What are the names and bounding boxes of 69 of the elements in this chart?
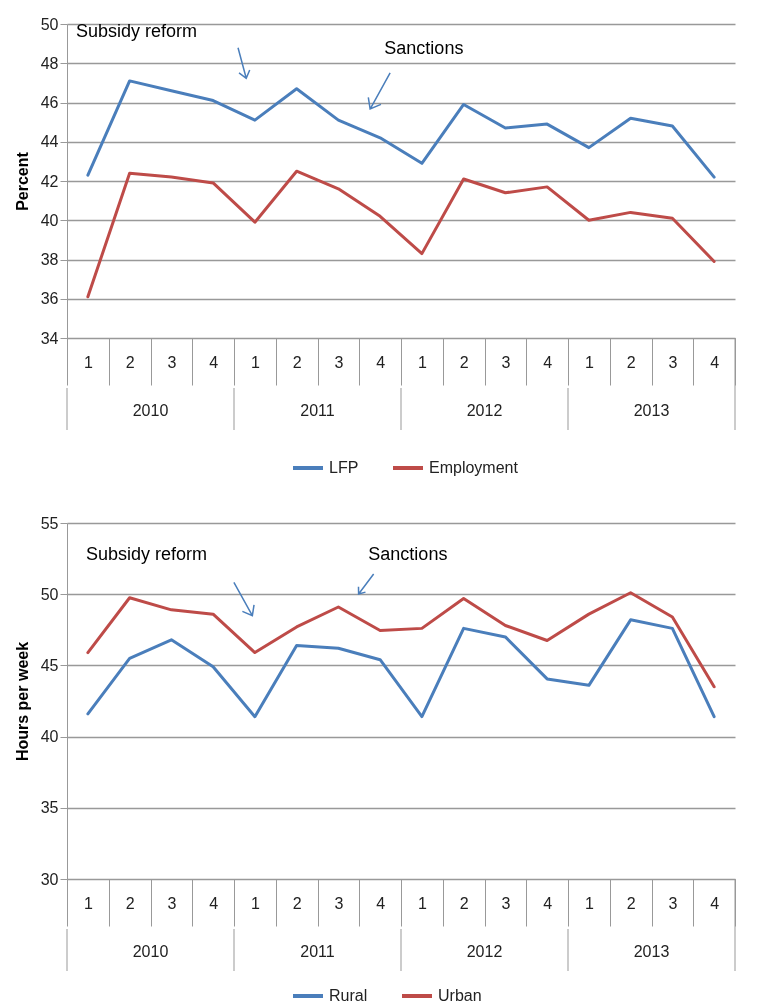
- y-tick-label: 48: [40, 54, 59, 72]
- y-tick-label: 50: [40, 15, 59, 33]
- y-tick-label: 35: [40, 799, 59, 817]
- line-series: [86, 169, 716, 299]
- y-axis-title: Hours per week: [13, 641, 31, 762]
- x-tick-label: 2: [626, 894, 636, 912]
- text: 2010: [132, 943, 169, 960]
- y-tick-label: 36: [40, 290, 59, 308]
- y-tick-label: 46: [40, 94, 59, 111]
- x-tick-label: 2: [125, 353, 135, 371]
- y-tick-label: 30: [40, 870, 59, 888]
- x-tick-label: 4: [710, 353, 720, 371]
- annotation: Sanctions: [368, 544, 448, 564]
- x-tick-label: 2: [626, 353, 636, 371]
- text: 2011: [300, 943, 335, 960]
- legend-label: LFP: [329, 459, 359, 476]
- text: 2010: [132, 402, 169, 419]
- y-axis-title: Percent: [13, 151, 31, 211]
- y-tick-label: 40: [40, 728, 59, 746]
- x-tick-label: 3: [668, 353, 678, 371]
- annotation: Subsidy reform: [75, 21, 197, 41]
- annotation: Subsidy reform: [85, 544, 207, 564]
- y-tick-label: 50: [40, 585, 59, 603]
- x-tick-label: 3: [334, 353, 344, 371]
- x-tick-label: 1: [83, 894, 93, 912]
- legend-label: Employment: [429, 459, 519, 476]
- x-tick-label: 2: [125, 894, 135, 912]
- y-tick-label: 55: [40, 514, 59, 532]
- y-tick-label: 38: [40, 251, 59, 268]
- x-tick-label: 4: [543, 894, 553, 912]
- x-tick-label: 1: [584, 894, 594, 912]
- x-tick-label: 1: [83, 353, 93, 371]
- text: 2013: [633, 402, 670, 419]
- x-tick-label: 3: [668, 894, 678, 912]
- x-tick-label: 3: [501, 353, 511, 371]
- x-tick-label: 1: [250, 894, 260, 912]
- x-tick-label: 3: [167, 353, 177, 371]
- x-tick-label: 1: [417, 894, 427, 912]
- text: 2011: [300, 402, 335, 419]
- x-tick-label: 3: [501, 894, 511, 912]
- annotation: Sanctions: [384, 38, 464, 58]
- x-tick-label: 4: [209, 353, 219, 371]
- x-tick-label: 4: [376, 353, 386, 371]
- x-tick-label: 4: [710, 894, 720, 912]
- x-tick-label: 3: [334, 894, 344, 912]
- text: 2013: [633, 943, 670, 960]
- y-tick-label: 45: [40, 656, 59, 674]
- x-tick-label: 2: [292, 894, 302, 912]
- y-tick-label: 42: [40, 172, 59, 190]
- x-tick-label: 2: [459, 353, 469, 371]
- x-tick-label: 4: [543, 353, 553, 371]
- x-tick-label: 3: [167, 894, 177, 912]
- x-tick-label: 1: [250, 353, 260, 371]
- y-tick-label: 34: [40, 329, 59, 347]
- text: 2012: [466, 402, 503, 419]
- y-tick-label: 44: [40, 133, 59, 151]
- x-tick-label: 2: [459, 894, 469, 912]
- x-tick-label: 1: [417, 353, 427, 371]
- text: 2012: [466, 943, 503, 960]
- x-tick-label: 4: [376, 894, 386, 912]
- legend-label: Urban: [438, 987, 482, 1004]
- line-series: [86, 79, 716, 179]
- line-series: [86, 618, 716, 719]
- x-tick-label: 4: [209, 894, 219, 912]
- x-tick-label: 2: [292, 353, 302, 371]
- legend-label: Rural: [329, 987, 368, 1004]
- x-tick-label: 1: [584, 353, 594, 371]
- y-tick-label: 40: [40, 211, 59, 229]
- line-series: [86, 591, 716, 689]
